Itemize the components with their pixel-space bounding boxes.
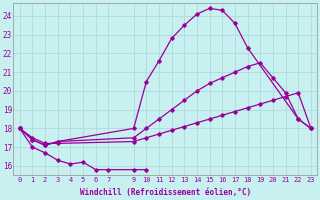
X-axis label: Windchill (Refroidissement éolien,°C): Windchill (Refroidissement éolien,°C) — [80, 188, 251, 197]
